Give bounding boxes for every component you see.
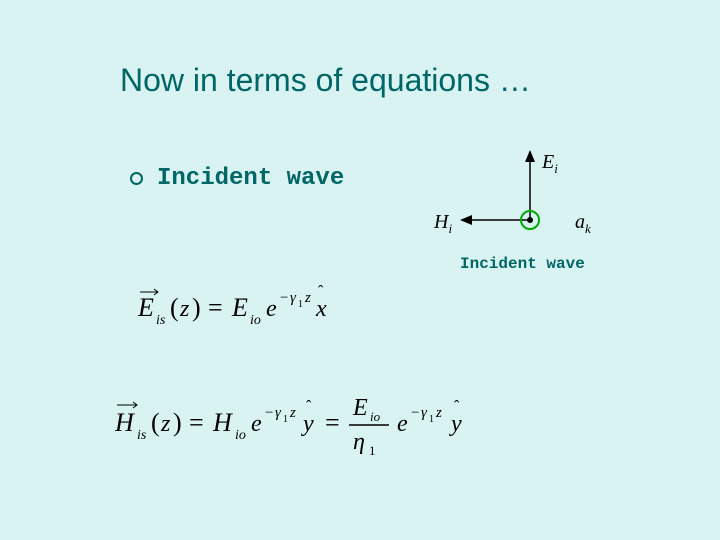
diagram-caption: Incident wave xyxy=(460,255,585,273)
bullet-icon xyxy=(130,172,143,185)
svg-text:Hi: Hi xyxy=(433,211,452,236)
svg-text:=: = xyxy=(325,408,340,437)
svg-text:): ) xyxy=(173,408,182,437)
svg-text:1: 1 xyxy=(298,299,303,310)
svg-text:z: z xyxy=(304,290,311,306)
svg-text:y: y xyxy=(449,411,462,437)
svg-text:ak: ak xyxy=(575,211,591,236)
H-label: H xyxy=(433,211,450,233)
svg-text:e: e xyxy=(251,411,262,437)
svg-text:1: 1 xyxy=(369,443,376,458)
equation-E-field: E is ( z ) = E io e − γ 1 z ˆ x xyxy=(138,280,438,345)
slide-title: Now in terms of equations … xyxy=(120,62,531,99)
svg-text:is: is xyxy=(137,428,147,443)
svg-text:H: H xyxy=(212,408,233,437)
svg-text:H: H xyxy=(115,408,135,437)
svg-text:γ: γ xyxy=(290,290,297,306)
equation-H-field: H is ( z ) = H io e − γ 1 z ˆ y = E io η… xyxy=(115,385,535,470)
k-label: a xyxy=(575,211,585,233)
svg-text:io: io xyxy=(370,409,381,424)
svg-text:io: io xyxy=(250,313,261,328)
svg-text:z: z xyxy=(160,411,171,437)
svg-text:e: e xyxy=(266,296,277,322)
svg-text:−: − xyxy=(265,405,273,421)
k-sub: k xyxy=(585,221,591,236)
svg-text:z: z xyxy=(289,405,296,421)
svg-text:η: η xyxy=(353,429,365,455)
E-sub: i xyxy=(554,161,558,176)
svg-text:z: z xyxy=(179,296,190,322)
bullet-row: Incident wave xyxy=(130,165,344,192)
svg-text:1: 1 xyxy=(429,414,434,425)
svg-text:γ: γ xyxy=(275,405,282,421)
svg-text:1: 1 xyxy=(283,414,288,425)
svg-text:is: is xyxy=(156,313,166,328)
svg-text:E: E xyxy=(352,395,368,421)
svg-text:=: = xyxy=(189,408,204,437)
svg-text:−: − xyxy=(411,405,419,421)
E-label: E xyxy=(541,151,554,173)
H-sub: i xyxy=(448,221,452,236)
svg-text:=: = xyxy=(208,293,223,322)
svg-text:(: ( xyxy=(151,408,160,437)
svg-text:x: x xyxy=(315,296,327,322)
incident-wave-diagram: Ei Hi ak xyxy=(430,140,630,270)
svg-text:z: z xyxy=(435,405,442,421)
svg-text:−: − xyxy=(280,290,288,306)
svg-text:E: E xyxy=(138,293,154,322)
svg-text:γ: γ xyxy=(421,405,428,421)
svg-text:(: ( xyxy=(170,293,179,322)
bullet-label: Incident wave xyxy=(157,165,344,192)
svg-text:E: E xyxy=(231,293,248,322)
svg-text:e: e xyxy=(397,411,408,437)
svg-text:y: y xyxy=(301,411,314,437)
svg-text:): ) xyxy=(192,293,201,322)
svg-text:io: io xyxy=(235,428,246,443)
svg-text:Ei: Ei xyxy=(541,151,558,176)
